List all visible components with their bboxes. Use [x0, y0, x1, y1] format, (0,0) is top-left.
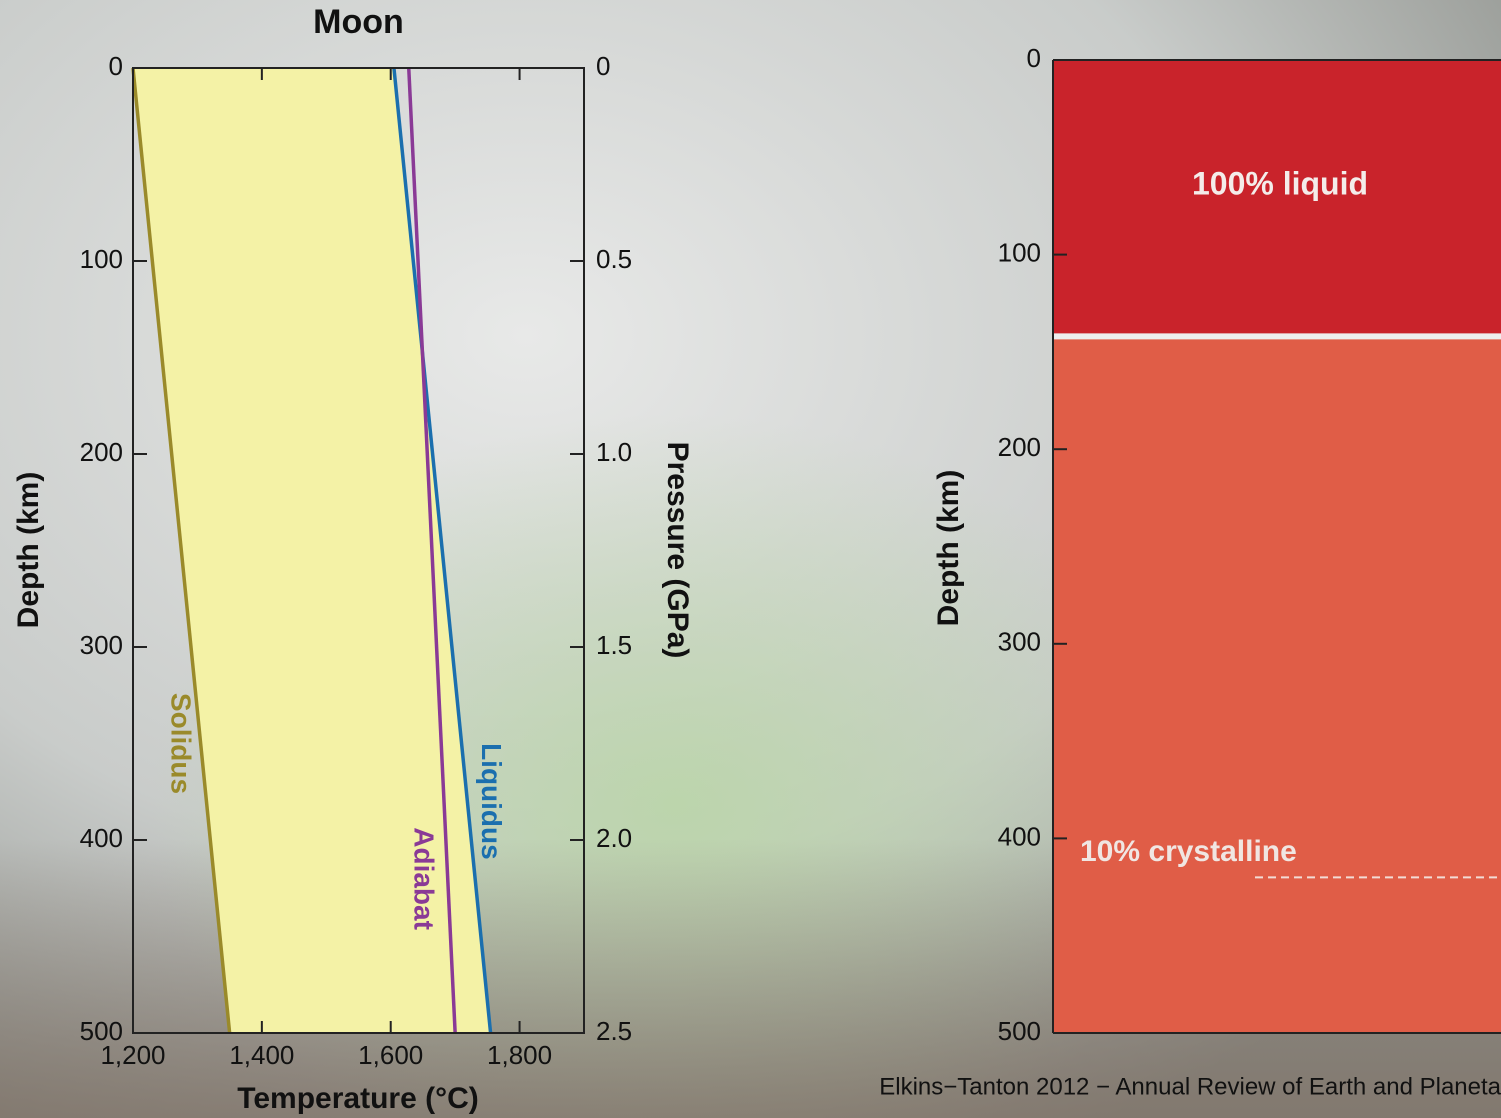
y2-tick-label: 2.5: [596, 1016, 632, 1046]
x-tick-label: 1,200: [100, 1040, 165, 1070]
chart-title: Moon: [313, 3, 404, 41]
y2-tick-label: 2.0: [596, 823, 632, 853]
x-tick-label: 1,600: [358, 1040, 423, 1070]
y2-tick-label: 1.5: [596, 630, 632, 660]
y-axis-label: Depth (km): [12, 472, 45, 629]
series-line: [392, 67, 493, 1034]
y2-tick-label: 0: [596, 51, 610, 81]
y-axis-label: Depth (km): [932, 470, 965, 627]
annotation: 10% crystalline: [1080, 835, 1297, 868]
series-label: Adiabat: [408, 827, 439, 930]
layer: [1053, 60, 1501, 337]
melt-zone: [133, 68, 491, 1033]
series-label: Liquidus: [476, 743, 507, 860]
y-tick-label: 200: [998, 432, 1041, 462]
y-tick-label: 400: [80, 823, 123, 853]
y-tick-label: 0: [1027, 43, 1041, 73]
y2-tick-label: 1.0: [596, 437, 632, 467]
y-tick-label: 500: [80, 1016, 123, 1046]
y-tick-label: 500: [998, 1016, 1041, 1046]
y-tick-label: 400: [998, 821, 1041, 851]
series-label: Solidus: [165, 693, 196, 794]
y-tick-label: 100: [80, 244, 123, 274]
layer-label: 100% liquid: [1192, 166, 1368, 202]
series-line: [407, 67, 457, 1034]
y-tick-label: 300: [80, 630, 123, 660]
y-tick-label: 100: [998, 237, 1041, 267]
y2-tick-label: 0.5: [596, 244, 632, 274]
y2-axis-label: Pressure (GPa): [661, 442, 694, 659]
x-tick-label: 1,800: [487, 1040, 552, 1070]
x-axis-label: Temperature (°C): [237, 1082, 478, 1115]
y-tick-label: 0: [109, 51, 123, 81]
y-tick-label: 300: [998, 627, 1041, 657]
layer: [1053, 336, 1501, 1033]
y-tick-label: 200: [80, 437, 123, 467]
caption: Elkins−Tanton 2012 − Annual Review of Ea…: [879, 1073, 1501, 1100]
x-tick-label: 1,400: [229, 1040, 294, 1070]
series-line: [131, 67, 232, 1034]
plot-frame: [132, 67, 585, 1034]
